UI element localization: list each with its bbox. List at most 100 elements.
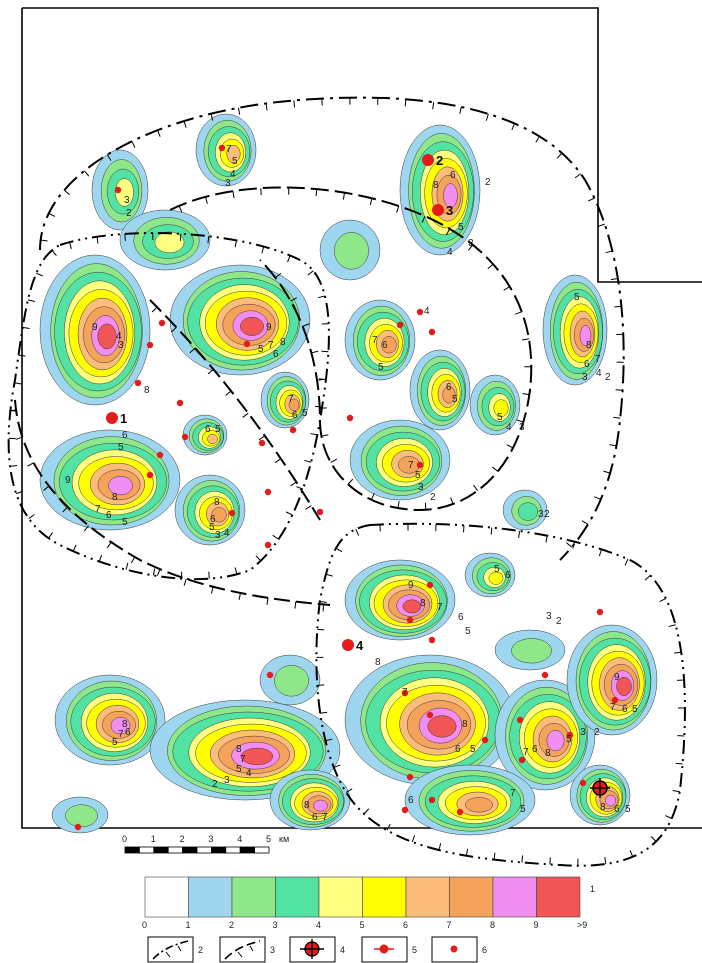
contour-label: 3 (582, 372, 588, 383)
contour-label: 6 (106, 510, 112, 521)
contour-label: 6 (408, 795, 414, 806)
scale-tick-label: 4 (237, 834, 242, 844)
scale-tick-label: 0 (122, 834, 127, 844)
contour-label: 3 (468, 238, 474, 249)
anomaly-27 (119, 209, 211, 271)
contour-label: 3 (224, 775, 230, 786)
observation-point (289, 426, 297, 434)
boundary-southeast (315, 522, 686, 867)
anomaly-24 (269, 769, 351, 831)
contour-label: 5 (574, 292, 580, 303)
boundary-sw-arc (14, 399, 331, 606)
anomaly-20 (566, 624, 658, 736)
contour-label: 6 (622, 704, 628, 715)
contour-label: 5 (118, 442, 124, 453)
contour-label: 2 (556, 616, 562, 627)
contour-label: 7 (226, 144, 232, 155)
legend-boundary-label: 4 (316, 920, 321, 930)
contour-label: 3 (124, 195, 130, 206)
observation-point (264, 541, 272, 549)
contour-label: 7 (610, 702, 616, 713)
anomaly-12 (469, 374, 521, 436)
contour-label: 8 (280, 337, 286, 348)
contour-label: 6 (505, 570, 511, 581)
anomaly-3 (399, 124, 481, 256)
boundary-lines (7, 96, 686, 867)
anomaly-30 (259, 654, 321, 706)
observation-point (541, 671, 549, 679)
contour-label: 6 (273, 349, 279, 360)
anomaly-26 (51, 796, 109, 834)
anomaly-10 (344, 299, 416, 381)
legend-swatch-9 (536, 876, 581, 918)
contour-label: 6 (382, 340, 388, 351)
contour-label: 6 (312, 812, 318, 823)
legend-swatch-1 (188, 876, 233, 918)
anomaly-2 (195, 113, 257, 187)
contour-label: 5 (632, 704, 638, 715)
symbol-legend-number: 3 (270, 945, 275, 955)
contour-label: 7 (268, 340, 274, 351)
contour-label: 6 (205, 424, 211, 435)
well-3-label: 3 (446, 203, 453, 218)
well-1-label: 1 (120, 411, 127, 426)
observation-point (401, 806, 409, 814)
contour-label: 7 (95, 504, 101, 515)
contour-label: 5 (112, 737, 118, 748)
contour-label: 5 (465, 626, 471, 637)
contour-label: 5 (215, 424, 221, 435)
contour-label: 8 (600, 802, 606, 813)
observation-point (516, 716, 524, 724)
anomaly-11 (409, 349, 471, 431)
color-legend-number: 1 (590, 884, 595, 894)
contour-label: 3 (519, 422, 525, 433)
observation-point (258, 439, 266, 447)
symbol-legend-number: 5 (412, 945, 417, 955)
contour-label: 8 (420, 598, 426, 609)
contour-label: 8 (214, 497, 220, 508)
anomaly-16 (344, 559, 456, 641)
legend-swatch-5 (362, 876, 407, 918)
contour-label: 8 (433, 180, 439, 191)
contour-label: 6 (122, 430, 128, 441)
observation-point (428, 796, 436, 804)
observation-point (611, 696, 619, 704)
observation-point (456, 808, 464, 816)
contour-label: 2 (544, 509, 550, 520)
contour-label: 8 (122, 719, 128, 730)
observation-point (596, 608, 604, 616)
legend-boundary-label: 2 (229, 920, 234, 930)
legend-boundary-label: 8 (490, 920, 495, 930)
contour-label: 6 (292, 410, 298, 421)
anomaly-22 (54, 674, 166, 766)
contour-label: 8 (304, 800, 310, 811)
well-4-marker (342, 639, 354, 651)
contour-label: 3 (580, 727, 586, 738)
anomaly-29 (494, 629, 566, 671)
legend-boundary-label: 1 (186, 920, 191, 930)
legend-boundary-label: >9 (577, 920, 587, 930)
anomaly-25 (404, 764, 536, 836)
contour-label: 8 (112, 492, 118, 503)
observation-point (316, 508, 324, 516)
large-well-marker (590, 778, 610, 798)
contour-label: 5 (452, 394, 458, 405)
scale-bar: 0 1 2 3 4 5 км (122, 834, 289, 854)
observation-point (428, 328, 436, 336)
symbol-legend-number: 6 (482, 945, 487, 955)
scale-tick-label: 5 (266, 834, 271, 844)
contour-label: 5 (566, 734, 572, 745)
contour-label: 7 (523, 747, 529, 758)
observation-point (416, 461, 424, 469)
scale-tick-label: 1 (151, 834, 156, 844)
contour-label: 5 (378, 362, 384, 373)
scale-segment (124, 846, 140, 854)
well-4-label: 4 (356, 638, 364, 653)
contour-label: 6 (125, 727, 131, 738)
well-icon (361, 936, 408, 963)
contour-label: 3 (546, 611, 552, 622)
observation-point (264, 488, 272, 496)
